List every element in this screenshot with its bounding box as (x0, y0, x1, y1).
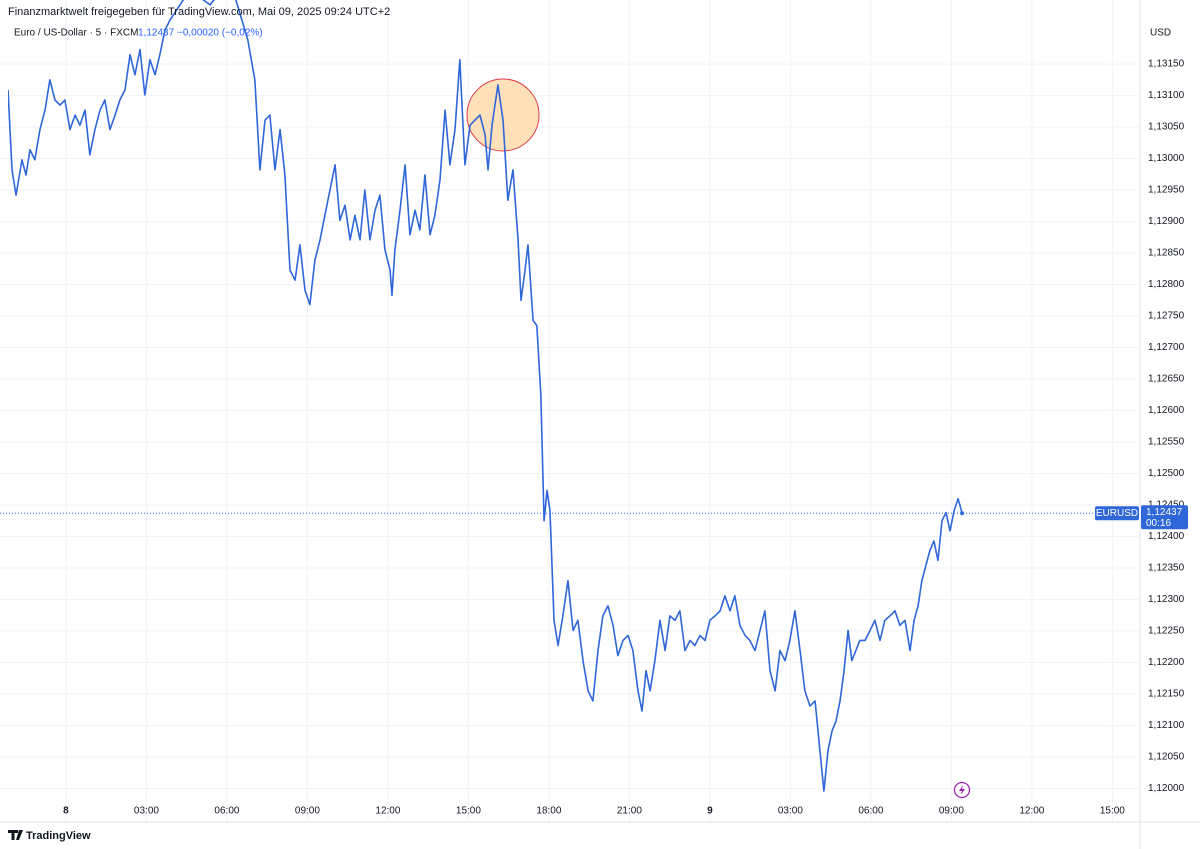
y-tick-label: 1,12500 (1148, 468, 1185, 479)
y-tick-label: 1,13150 (1148, 59, 1185, 70)
x-tick-label: 9 (707, 806, 713, 817)
x-tick-label: 06:00 (858, 806, 883, 817)
grid (0, 0, 1140, 822)
price-line (8, 0, 963, 792)
x-tick-label: 09:00 (295, 806, 320, 817)
y-tick-label: 1,12050 (1148, 752, 1185, 763)
y-tick-label: 1,12450 (1148, 500, 1185, 511)
y-tick-label: 1,12600 (1148, 405, 1185, 416)
y-tick-label: 1,12300 (1148, 594, 1185, 605)
y-tick-label: 1,13100 (1148, 90, 1185, 101)
x-tick-label: 03:00 (778, 806, 803, 817)
y-tick-label: 1,12550 (1148, 437, 1185, 448)
x-tick-label: 8 (63, 806, 69, 817)
x-tick-label: 12:00 (375, 806, 400, 817)
y-tick-label: 1,13050 (1148, 122, 1185, 133)
symbol: Euro / US-Dollar · 5 · FXCM (14, 28, 138, 39)
x-tick-label: 03:00 (134, 806, 159, 817)
x-tick-label: 15:00 (456, 806, 481, 817)
y-tick-label: 1,12400 (1148, 531, 1185, 542)
event-icon-bolt (959, 785, 965, 795)
last-point (960, 511, 965, 516)
countdown: 00:16 (1146, 518, 1171, 529)
y-tick-label: 1,12200 (1148, 657, 1185, 668)
y-tick-label: 1,12850 (1148, 248, 1185, 259)
x-tick-label: 06:00 (214, 806, 239, 817)
y-tick-label: 1,13000 (1148, 153, 1185, 164)
y-tick-label: 1,12250 (1148, 626, 1185, 637)
currency: USD (1150, 28, 1171, 39)
y-tick-label: 1,12750 (1148, 311, 1185, 322)
y-tick-label: 1,12000 (1148, 783, 1185, 794)
price-tag-label: 1,12437 (1146, 507, 1183, 518)
y-tick-label: 1,12650 (1148, 374, 1185, 385)
price-tag (1141, 505, 1188, 530)
brand: TradingView (26, 830, 91, 842)
x-tick-label: 12:00 (1019, 806, 1044, 817)
y-tick-label: 1,12700 (1148, 342, 1185, 353)
last-price: 1,12437 (138, 28, 175, 39)
y-tick-label: 1,12350 (1148, 563, 1185, 574)
plot (8, 0, 963, 792)
y-tick-label: 1,12100 (1148, 720, 1185, 731)
y-tick-label: 1,12900 (1148, 216, 1185, 227)
x-tick-label: 18:00 (536, 806, 561, 817)
x-tick-label: 21:00 (617, 806, 642, 817)
x-tick-label: 09:00 (939, 806, 964, 817)
header: Finanzmarktwelt freigegeben für TradingV… (8, 6, 390, 18)
ticker-tag (1095, 506, 1139, 521)
y-tick-label: 1,12150 (1148, 689, 1185, 700)
change: −0,00020 (−0,02%) (177, 28, 263, 39)
brand-logo (8, 830, 23, 840)
ticker-tag-label: EURUSD (1096, 508, 1138, 519)
x-tick-label: 15:00 (1100, 806, 1125, 817)
y-tick-label: 1,12800 (1148, 279, 1185, 290)
y-tick-label: 1,12950 (1148, 185, 1185, 196)
